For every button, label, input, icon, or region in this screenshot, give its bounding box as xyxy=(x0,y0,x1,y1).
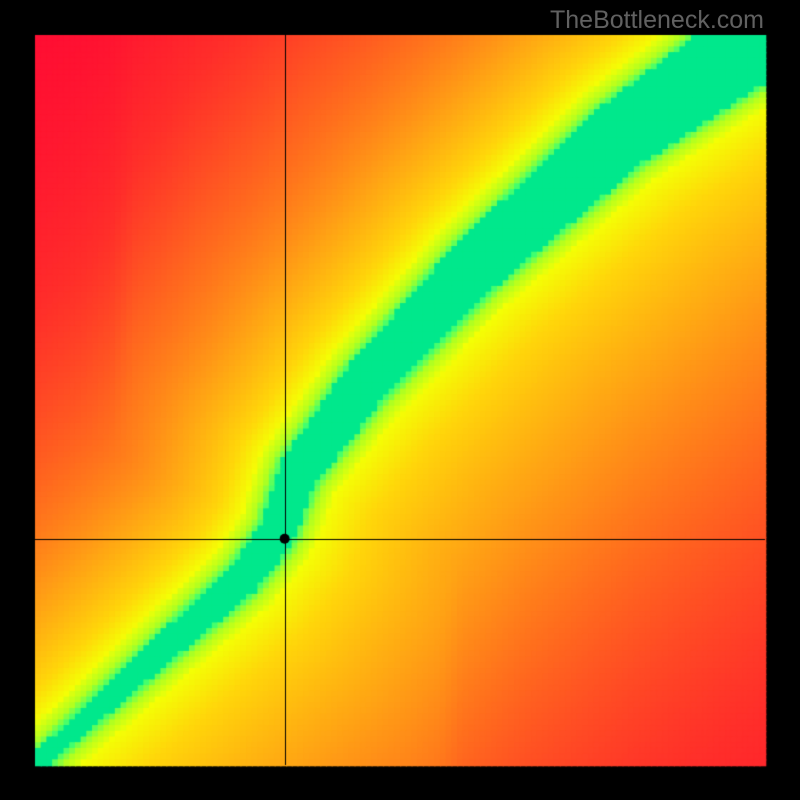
bottleneck-heatmap xyxy=(0,0,800,800)
watermark-text: TheBottleneck.com xyxy=(550,6,764,35)
